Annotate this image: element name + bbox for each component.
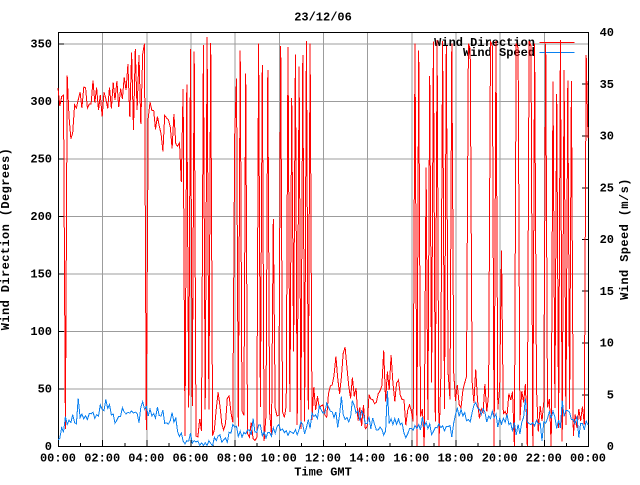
- svg-text:20:00: 20:00: [482, 452, 518, 466]
- svg-text:04:00: 04:00: [128, 452, 164, 466]
- svg-text:20: 20: [600, 233, 614, 247]
- svg-text:200: 200: [30, 210, 52, 224]
- svg-text:10: 10: [600, 337, 614, 351]
- svg-text:22:00: 22:00: [526, 452, 562, 466]
- svg-text:Time GMT: Time GMT: [294, 466, 352, 480]
- svg-text:00:00: 00:00: [40, 452, 76, 466]
- svg-text:150: 150: [30, 268, 52, 282]
- svg-text:100: 100: [30, 325, 52, 339]
- svg-text:0: 0: [45, 440, 52, 454]
- svg-text:Wind Direction: Wind Direction: [434, 36, 535, 50]
- svg-text:14:00: 14:00: [349, 452, 385, 466]
- svg-text:02:00: 02:00: [84, 452, 120, 466]
- svg-text:40: 40: [600, 26, 614, 40]
- svg-text:50: 50: [38, 383, 52, 397]
- svg-text:250: 250: [30, 153, 52, 167]
- svg-text:30: 30: [600, 130, 614, 144]
- svg-text:Wind Speed: Wind Speed: [463, 46, 535, 60]
- svg-text:06:00: 06:00: [172, 452, 208, 466]
- svg-text:10:00: 10:00: [261, 452, 297, 466]
- svg-text:16:00: 16:00: [393, 452, 429, 466]
- svg-text:25: 25: [600, 181, 614, 195]
- svg-text:Wind Direction (Degrees): Wind Direction (Degrees): [0, 148, 13, 330]
- svg-text:Wind Speed (m/s): Wind Speed (m/s): [618, 178, 632, 300]
- svg-text:08:00: 08:00: [217, 452, 253, 466]
- svg-text:18:00: 18:00: [437, 452, 473, 466]
- svg-text:5: 5: [607, 388, 614, 402]
- svg-text:15: 15: [600, 285, 614, 299]
- svg-text:23/12/06: 23/12/06: [294, 11, 352, 25]
- svg-text:00:00: 00:00: [570, 452, 606, 466]
- svg-text:300: 300: [30, 95, 52, 109]
- svg-text:350: 350: [30, 38, 52, 52]
- svg-text:0: 0: [607, 440, 614, 454]
- svg-text:12:00: 12:00: [305, 452, 341, 466]
- svg-text:35: 35: [600, 78, 614, 92]
